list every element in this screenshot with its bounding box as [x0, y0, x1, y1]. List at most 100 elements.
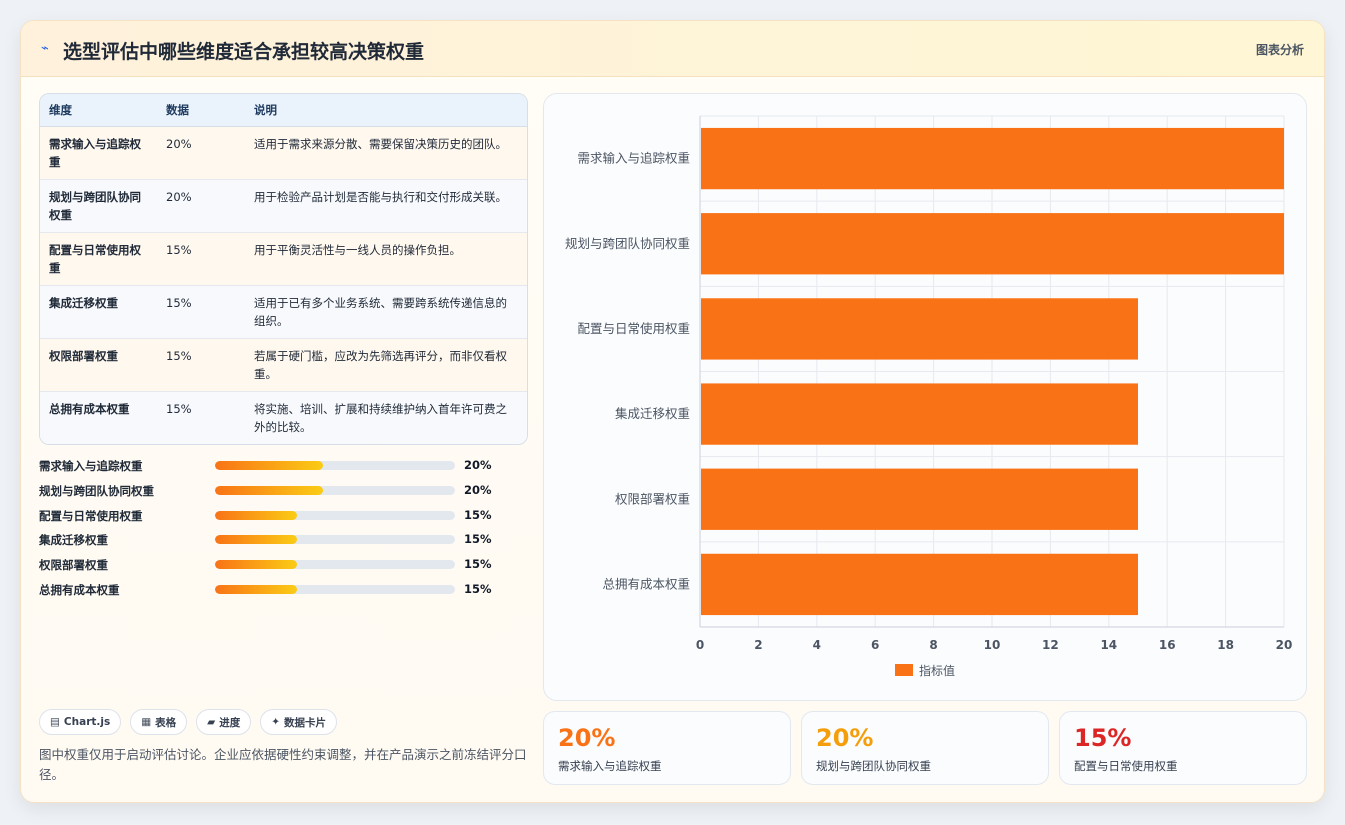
feature-chips: ▤ Chart.js ▦ 表格 ▰ 进度 ✦ 数据卡片 — [39, 709, 338, 735]
cell-description: 适用于已有多个业务系统、需要跨系统传递信息的组织。 — [245, 285, 527, 339]
cell-value: 20% — [157, 126, 245, 180]
column-header-description: 说明 — [245, 94, 527, 127]
category-label: 总拥有成本权重 — [602, 576, 690, 591]
cell-value: 15% — [157, 285, 245, 339]
bar — [701, 553, 1138, 616]
cell-dimension: 需求输入与追踪权重 — [40, 126, 157, 180]
chip-table[interactable]: ▦ 表格 — [130, 709, 188, 735]
cell-dimension: 规划与跨团队协同权重 — [40, 179, 157, 233]
column-header-dimension: 维度 — [40, 94, 157, 127]
bar — [701, 468, 1138, 530]
progress-value: 15% — [464, 507, 492, 522]
x-tick-label: 16 — [1159, 638, 1176, 652]
progress-track — [215, 461, 455, 470]
table-header-row: 维度 数据 说明 — [40, 94, 527, 127]
progress-fill — [215, 485, 323, 495]
progress-row: 集成迁移权重 15% — [39, 529, 519, 554]
legend-label: 指标值 — [919, 663, 955, 678]
header-tag[interactable]: 图表分析 — [1255, 43, 1304, 57]
progress-row: 规划与跨团队协同权重 20% — [39, 480, 519, 505]
table-icon: ▦ — [141, 716, 152, 728]
legend-swatch — [895, 664, 913, 676]
x-tick-label: 8 — [929, 638, 937, 652]
cell-description: 适用于需求来源分散、需要保留决策历史的团队。 — [245, 126, 527, 180]
progress-fill — [215, 510, 297, 520]
header-bar: ⌁ 选型评估中哪些维度适合承担较高决策权重 图表分析 — [21, 21, 1324, 77]
table-row: 集成迁移权重 15% 适用于已有多个业务系统、需要跨系统传递信息的组织。 — [40, 285, 527, 339]
cell-description: 若属于硬门槛，应改为先筛选再评分，而非仅看权重。 — [245, 338, 527, 392]
progress-value: 15% — [464, 581, 492, 596]
table-row: 总拥有成本权重 15% 将实施、培训、扩展和持续维护纳入首年许可费之外的比较。 — [40, 391, 527, 444]
x-tick-label: 0 — [696, 638, 704, 652]
stat-value: 15% — [1074, 724, 1132, 752]
progress-label: 总拥有成本权重 — [39, 582, 120, 597]
cell-description: 用于平衡灵活性与一线人员的操作负担。 — [245, 232, 527, 286]
progress-label: 集成迁移权重 — [39, 533, 108, 548]
chip-chartjs[interactable]: ▤ Chart.js — [39, 709, 122, 735]
chip-label: 表格 — [155, 716, 177, 729]
progress-fill — [215, 535, 297, 545]
footnote: 图中权重仅用于启动评估讨论。企业应依据硬性约束调整，并在产品演示之前冻结评分口径… — [39, 747, 527, 782]
bar — [701, 127, 1284, 190]
progress-track — [215, 510, 455, 520]
x-tick-label: 6 — [871, 638, 879, 652]
progress-track — [215, 584, 455, 594]
cell-value: 15% — [157, 338, 245, 392]
x-tick-label: 4 — [813, 638, 821, 652]
progress-list: 需求输入与追踪权重 20% 规划与跨团队协同权重 20% 配置与日常使用权重 1… — [39, 455, 519, 604]
stat-card: 20% 需求输入与追踪权重 — [543, 711, 791, 785]
progress-label: 规划与跨团队协同权重 — [39, 483, 154, 498]
progress-icon: ▰ — [207, 716, 216, 728]
table-row: 权限部署权重 15% 若属于硬门槛，应改为先筛选再评分，而非仅看权重。 — [40, 338, 527, 392]
column-header-value: 数据 — [157, 94, 245, 127]
cell-value: 15% — [157, 232, 245, 286]
stat-label: 规划与跨团队协同权重 — [816, 759, 931, 773]
table-row: 需求输入与追踪权重 20% 适用于需求来源分散、需要保留决策历史的团队。 — [40, 126, 527, 180]
cell-dimension: 集成迁移权重 — [40, 285, 157, 339]
x-tick-label: 20 — [1276, 638, 1293, 652]
card-icon: ✦ — [271, 716, 281, 728]
stat-cards: 20% 需求输入与追踪权重 20% 规划与跨团队协同权重 15% 配置与日常使用… — [543, 711, 1307, 785]
main-card: ⌁ 选型评估中哪些维度适合承担较高决策权重 图表分析 维度 数据 说明 需求输入… — [20, 20, 1325, 803]
category-label: 权限部署权重 — [615, 491, 690, 506]
cell-value: 20% — [157, 179, 245, 233]
x-tick-label: 10 — [984, 638, 1001, 652]
cell-dimension: 配置与日常使用权重 — [40, 232, 157, 286]
progress-track — [215, 560, 455, 570]
sparkle-icon: ⌁ — [41, 41, 49, 56]
stat-value: 20% — [558, 724, 616, 752]
x-tick-label: 14 — [1100, 638, 1117, 652]
category-label: 需求输入与追踪权重 — [577, 151, 690, 166]
cell-description: 将实施、培训、扩展和持续维护纳入首年许可费之外的比较。 — [254, 401, 507, 434]
progress-label: 配置与日常使用权重 — [39, 508, 143, 523]
bar — [701, 213, 1284, 275]
progress-value: 20% — [464, 458, 492, 472]
progress-label: 需求输入与追踪权重 — [39, 459, 143, 473]
chip-data-card[interactable]: ✦ 数据卡片 — [260, 709, 338, 735]
progress-fill — [215, 461, 323, 470]
table-row: 配置与日常使用权重 15% 用于平衡灵活性与一线人员的操作负担。 — [40, 232, 527, 286]
progress-fill — [215, 584, 297, 594]
stat-value: 20% — [816, 724, 874, 752]
data-table: 维度 数据 说明 需求输入与追踪权重 20% 适用于需求来源分散、需要保留决策历… — [39, 93, 528, 445]
progress-fill — [215, 560, 297, 570]
page-title: 选型评估中哪些维度适合承担较高决策权重 — [63, 41, 425, 63]
progress-track — [215, 485, 455, 495]
cell-dimension: 总拥有成本权重 — [49, 401, 130, 416]
category-label: 集成迁移权重 — [615, 406, 690, 421]
x-tick-label: 12 — [1042, 638, 1059, 652]
progress-row: 需求输入与追踪权重 20% — [39, 455, 519, 480]
cell-description: 用于检验产品计划是否能与执行和交付形成关联。 — [245, 179, 527, 233]
table-row: 规划与跨团队协同权重 20% 用于检验产品计划是否能与执行和交付形成关联。 — [40, 179, 527, 233]
stat-card: 20% 规划与跨团队协同权重 — [801, 711, 1049, 785]
chip-label: 数据卡片 — [284, 716, 327, 729]
cell-dimension: 权限部署权重 — [40, 338, 157, 392]
x-tick-label: 18 — [1217, 638, 1234, 652]
bar — [701, 383, 1138, 445]
bar — [701, 298, 1138, 360]
category-label: 配置与日常使用权重 — [577, 321, 690, 336]
stat-label: 配置与日常使用权重 — [1074, 759, 1178, 773]
cell-value: 15% — [166, 401, 192, 416]
chart-icon: ▤ — [50, 716, 60, 728]
chip-progress[interactable]: ▰ 进度 — [196, 709, 252, 735]
